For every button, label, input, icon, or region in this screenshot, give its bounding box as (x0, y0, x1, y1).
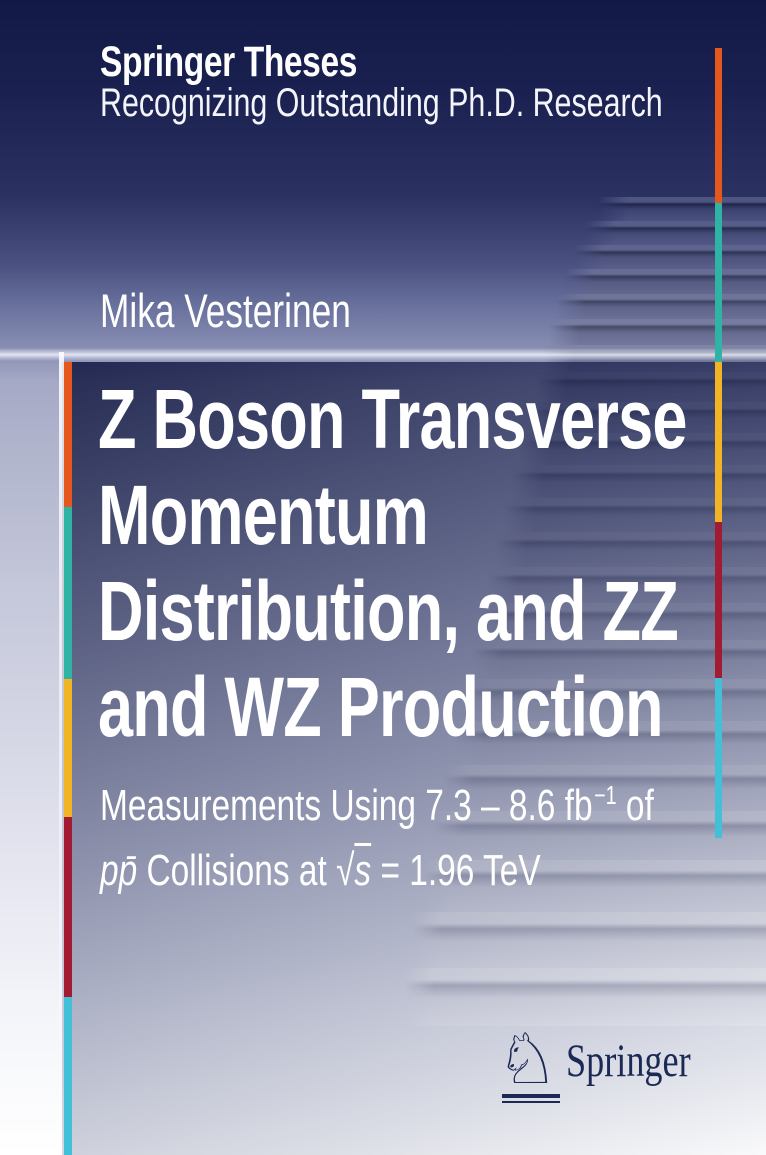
stair-step (556, 294, 766, 319)
subtitle-text-tail: of (616, 781, 654, 830)
publisher-name: Springer (566, 1035, 691, 1087)
sqrt-radical-icon: √ (336, 846, 355, 895)
subtitle-line-2: pp̄ Collisions at √s = 1.96 TeV (100, 841, 654, 900)
author-name: Mika Vesterinen (100, 284, 351, 337)
accent-segment-teal (715, 203, 722, 362)
book-title: Z Boson Transverse Momentum Distribution… (98, 371, 687, 755)
subtitle-text: Measurements Using 7.3 – 8.6 fb (100, 781, 593, 830)
logo-rule-thick (502, 1094, 560, 1098)
title-line-3: Distribution, and ZZ (98, 564, 679, 658)
stair-step (597, 197, 766, 221)
series-tagline: Recognizing Outstanding Ph.D. Research (100, 81, 663, 125)
accent-segment-maroon (715, 522, 722, 678)
panel-top-highlight (0, 348, 766, 361)
right-accent-strip (715, 0, 722, 1155)
accent-segment-maroon (64, 817, 72, 997)
springer-horse-icon: ♘ (496, 1018, 559, 1100)
accent-segment-orange (715, 48, 722, 203)
sqrt-s-symbol: s (354, 846, 372, 895)
stair-step (564, 269, 766, 294)
logo-rule-thin (502, 1101, 560, 1103)
ppbar-symbol: pp̄ (100, 846, 138, 895)
subtitle-line-1: Measurements Using 7.3 – 8.6 fb−1 of (100, 776, 654, 841)
panel-left-highlight (59, 352, 64, 1155)
stair-step (585, 221, 766, 245)
title-line-1: Z Boson Transverse (98, 372, 687, 466)
title-panel (62, 362, 766, 1155)
stair-step (574, 245, 766, 269)
subtitle-tail-text: = 1.96 TeV (371, 846, 541, 895)
subtitle-mid-text: Collisions at (137, 846, 337, 895)
left-accent-strip (64, 0, 72, 1155)
superscript-exponent: −1 (594, 780, 617, 810)
accent-segment-teal (64, 507, 72, 679)
accent-segment-cyan (64, 997, 72, 1155)
book-subtitle: Measurements Using 7.3 – 8.6 fb−1 of pp̄… (100, 776, 654, 900)
title-line-2: Momentum (98, 468, 429, 562)
series-title: Springer Theses (100, 38, 357, 86)
accent-segment-yellow (715, 362, 722, 522)
accent-segment-cyan (715, 678, 722, 838)
stair-step (549, 319, 766, 345)
title-line-4: and WZ Production (98, 660, 663, 754)
accent-segment-orange (64, 362, 72, 507)
accent-segment-yellow (64, 679, 72, 817)
